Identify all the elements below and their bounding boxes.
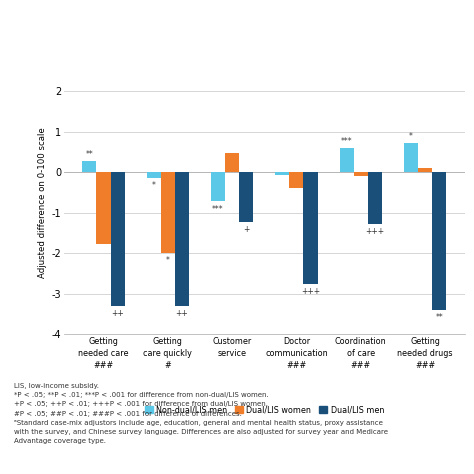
Text: ***: ***	[212, 205, 224, 214]
Text: LIS, low-income subsidy.
*P < .05; **P < .01; ***P < .001 for difference from no: LIS, low-income subsidy. *P < .05; **P <…	[14, 383, 388, 445]
Bar	[368, 172, 382, 224]
Text: **: **	[435, 313, 443, 322]
Bar	[239, 172, 253, 222]
Bar	[354, 172, 368, 176]
Bar	[146, 172, 161, 178]
Bar	[211, 172, 225, 201]
Bar	[225, 153, 239, 172]
Bar	[432, 172, 447, 310]
Bar	[418, 168, 432, 172]
Text: ++: ++	[175, 309, 188, 318]
Bar	[96, 172, 110, 244]
Text: *: *	[152, 181, 155, 190]
Bar	[303, 172, 318, 283]
Text: +++: +++	[301, 287, 320, 296]
Y-axis label: Adjusted difference on 0-100 scale: Adjusted difference on 0-100 scale	[38, 127, 47, 278]
Bar	[110, 172, 125, 306]
Text: *: *	[166, 256, 170, 265]
Text: *: *	[409, 132, 413, 141]
Text: ***: ***	[341, 137, 352, 146]
Text: FIGURE 1.: FIGURE 1.	[14, 11, 64, 20]
Bar	[275, 172, 289, 175]
Text: Women, Adjusted for Standard Case Mixᵃ: Women, Adjusted for Standard Case Mixᵃ	[14, 45, 200, 54]
Bar	[175, 172, 189, 306]
Bar	[82, 161, 96, 172]
Text: 2016-2017 Differences in Mean Patient Experience Scores From Non-Dual/LIS: 2016-2017 Differences in Mean Patient Ex…	[69, 11, 421, 20]
Bar	[289, 172, 303, 188]
Legend: Non-dual/LIS men, Dual/LIS women, Dual/LIS men: Non-dual/LIS men, Dual/LIS women, Dual/L…	[145, 405, 384, 414]
Bar	[404, 143, 418, 172]
Text: **: **	[85, 149, 93, 158]
Bar	[339, 148, 354, 172]
Text: +++: +++	[365, 228, 384, 237]
Text: ++: ++	[111, 309, 124, 318]
Text: +: +	[243, 225, 249, 234]
Bar	[161, 172, 175, 253]
